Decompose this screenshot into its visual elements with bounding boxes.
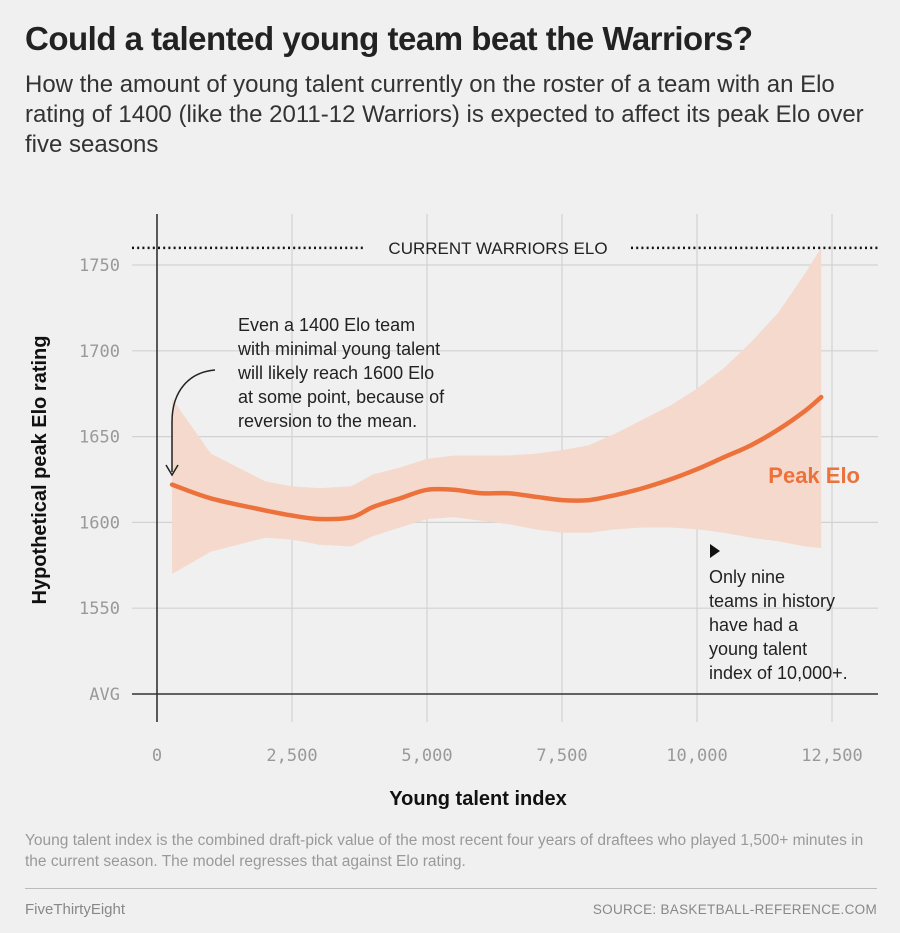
annotation-talent-line: young talent bbox=[709, 639, 807, 659]
annotation-reversion-line: at some point, because of bbox=[238, 387, 445, 407]
brand-label: FiveThirtyEight bbox=[25, 901, 126, 918]
y-tick-label: AVG bbox=[89, 685, 120, 705]
reference-line-label: CURRENT WARRIORS ELO bbox=[388, 239, 607, 258]
y-tick-label: 1650 bbox=[79, 428, 120, 448]
x-tick-label: 5,000 bbox=[401, 746, 452, 766]
arrowhead-icon bbox=[165, 464, 179, 477]
x-axis-label: Young talent index bbox=[389, 788, 566, 810]
y-tick-label: 1750 bbox=[79, 256, 120, 276]
y-axis-label: Hypothetical peak Elo rating bbox=[29, 336, 51, 605]
triangle-pointer-icon bbox=[710, 544, 720, 558]
footer-divider bbox=[25, 888, 877, 889]
x-tick-label: 7,500 bbox=[536, 746, 587, 766]
annotation-reversion-line: with minimal young talent bbox=[237, 339, 440, 359]
source-label: SOURCE: BASKETBALL-REFERENCE.COM bbox=[592, 902, 877, 917]
series-line-peak-elo bbox=[169, 394, 824, 522]
x-tick-label: 0 bbox=[152, 746, 162, 766]
annotation-talent-line: have had a bbox=[709, 615, 799, 635]
annotation-talent-line: teams in history bbox=[709, 591, 835, 611]
annotation-reversion-line: Even a 1400 Elo team bbox=[238, 315, 415, 335]
annotation-talent-line: Only nine bbox=[709, 567, 785, 587]
annotation-reversion-line: reversion to the mean. bbox=[238, 411, 417, 431]
footnote: Young talent index is the combined draft… bbox=[25, 832, 864, 870]
y-tick-label: 1700 bbox=[79, 342, 120, 362]
y-tick-label: 1600 bbox=[79, 513, 120, 533]
x-tick-label: 10,000 bbox=[666, 746, 727, 766]
x-tick-label: 2,500 bbox=[266, 746, 317, 766]
annotation-talent-line: index of 10,000+. bbox=[709, 663, 848, 683]
series-label-peak-elo: Peak Elo bbox=[768, 463, 860, 488]
confidence-band bbox=[172, 247, 822, 574]
y-tick-label: 1550 bbox=[79, 599, 120, 619]
annotation-arrow-icon bbox=[171, 369, 216, 472]
annotation-reversion-line: will likely reach 1600 Elo bbox=[237, 363, 434, 383]
x-tick-label: 12,500 bbox=[801, 746, 862, 766]
chart-subtitle: How the amount of young talent currently… bbox=[25, 71, 864, 158]
chart-title: Could a talented young team beat the War… bbox=[25, 20, 753, 57]
chart-plot: CURRENT WARRIORS ELO 0 2,500 5,000 7,500 10,… bbox=[29, 214, 878, 810]
